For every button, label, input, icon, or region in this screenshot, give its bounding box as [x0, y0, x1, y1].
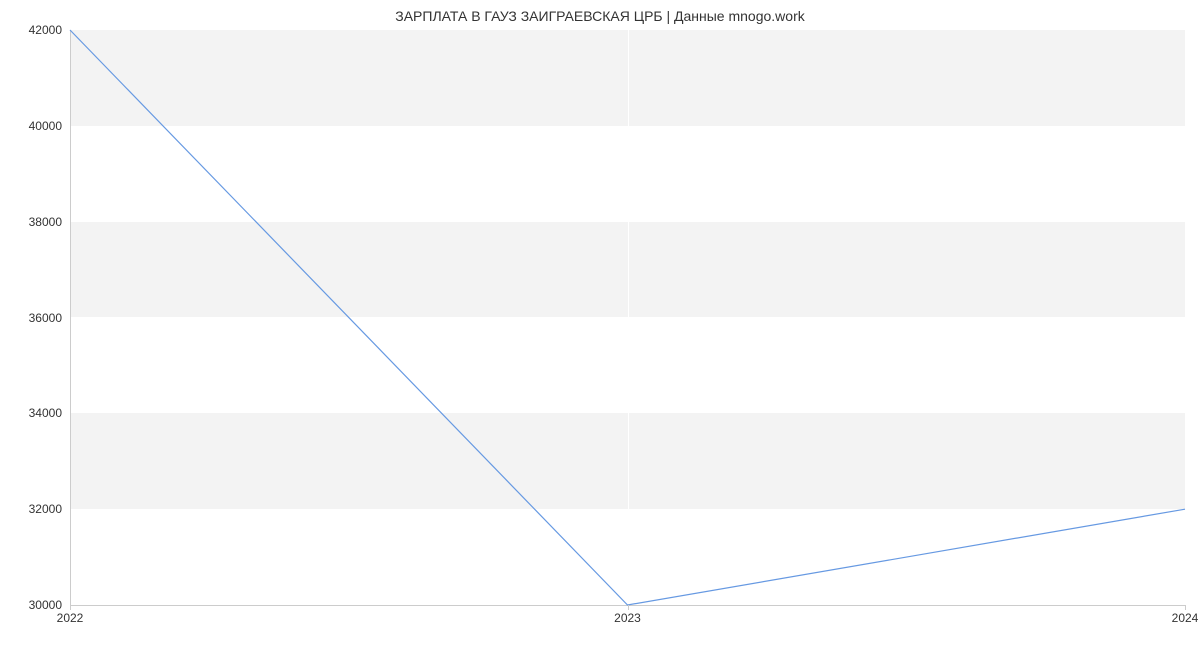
plot-area: 30000320003400036000380004000042000 2022… [70, 30, 1185, 605]
x-tick-label: 2022 [57, 611, 84, 625]
y-tick-label: 36000 [29, 311, 62, 325]
x-tick-mark [70, 605, 71, 610]
x-tick-label: 2023 [614, 611, 641, 625]
y-tick-label: 30000 [29, 598, 62, 612]
x-tick-label: 2024 [1172, 611, 1199, 625]
y-tick-label: 32000 [29, 502, 62, 516]
series-line [70, 30, 1185, 605]
x-tick-mark [628, 605, 629, 610]
y-tick-label: 38000 [29, 215, 62, 229]
vertical-gridline [1185, 30, 1186, 605]
y-tick-label: 34000 [29, 406, 62, 420]
chart-title: ЗАРПЛАТА В ГАУЗ ЗАИГРАЕВСКАЯ ЦРБ | Данны… [0, 8, 1200, 24]
x-tick-mark [1185, 605, 1186, 610]
y-tick-label: 40000 [29, 119, 62, 133]
y-tick-label: 42000 [29, 23, 62, 37]
line-series-layer [70, 30, 1185, 605]
